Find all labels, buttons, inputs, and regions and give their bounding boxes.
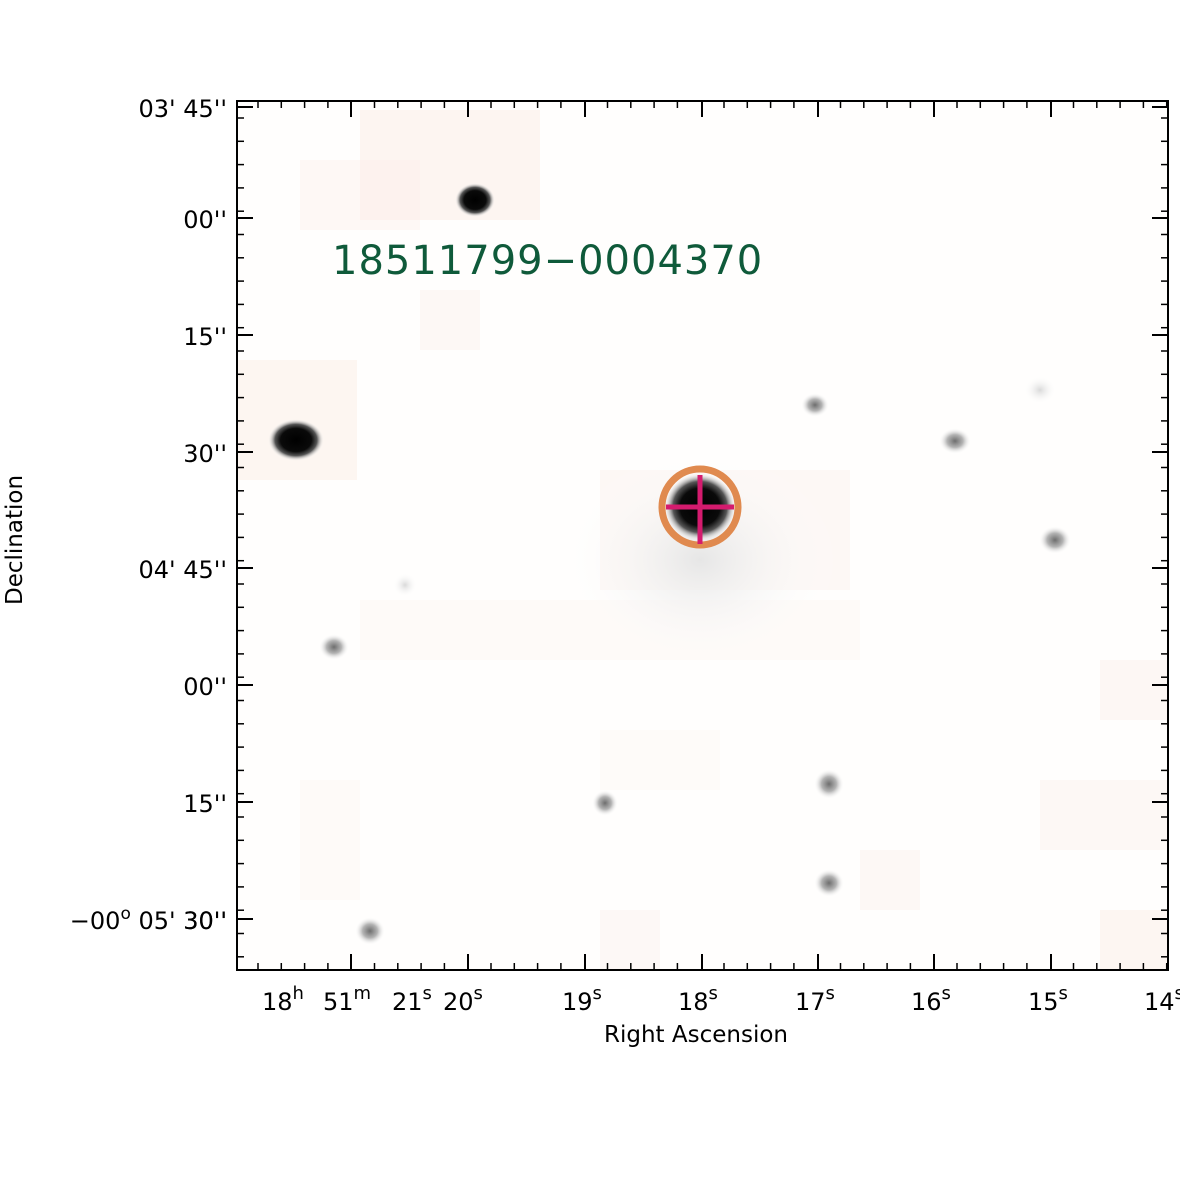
ra-tick-label-5: 19s	[562, 983, 602, 1016]
faint-star-11	[1039, 526, 1071, 554]
ra-tick-label-4: 20s	[443, 983, 483, 1016]
x-axis-label: Right Ascension	[604, 1022, 788, 1048]
faint-star-10	[592, 790, 618, 816]
image-background	[237, 101, 1168, 970]
object-id-label: 18511799−0004370	[332, 238, 763, 284]
dec-tick-label-4: 30''	[183, 440, 227, 468]
dec-tick-label-6: 00''	[183, 673, 227, 701]
faint-star-12	[393, 573, 417, 597]
target-circle	[658, 465, 742, 549]
ra-tick-label-2: 51m	[323, 983, 371, 1016]
faint-star-9	[355, 917, 385, 945]
bright-star-1	[455, 183, 495, 217]
sources-layer	[268, 183, 1071, 945]
faint-star-8	[814, 869, 844, 897]
declination-tick-labels: 03' 45'' 00'' 15'' 30'' 04' 45'' 00'' 15'' 30''…	[70, 95, 227, 935]
ra-tick-label-10: 14s	[1144, 983, 1180, 1016]
faint-star-13	[1024, 376, 1056, 404]
ra-tick-label-7: 17s	[795, 983, 835, 1016]
dec-tick-label-8: 30''	[183, 907, 227, 935]
faint-star-6	[319, 634, 349, 660]
target-marker	[658, 465, 742, 549]
ra-tick-label-8: 16s	[911, 983, 951, 1016]
faint-star-5	[939, 428, 971, 454]
faint-star-7	[814, 769, 844, 799]
dec-tick-label-1: 03' 45''	[139, 95, 228, 123]
dec-tick-label-3: 15''	[183, 323, 227, 351]
ra-tick-label-3: 21s	[392, 983, 432, 1016]
dec-tick-label-9: −00o 05' 30''	[70, 904, 227, 935]
ra-tick-label-1: 18h	[262, 983, 304, 1016]
dec-tick-label-2: 00''	[183, 206, 227, 234]
ra-tick-label-6: 18s	[678, 983, 718, 1016]
y-axis-label: Declination	[2, 475, 28, 605]
ra-tick-labels: 18h 51m 21s 20s 19s 18s 17s 16s 15s 14s	[262, 983, 1180, 1016]
bright-star-2	[268, 419, 324, 461]
faint-star-4	[801, 393, 829, 417]
dec-tick-label-7: 15''	[183, 790, 227, 818]
axis-ticks	[237, 101, 1168, 970]
ra-tick-label-9: 15s	[1028, 983, 1068, 1016]
dec-tick-label-5: 04' 45''	[139, 556, 228, 584]
